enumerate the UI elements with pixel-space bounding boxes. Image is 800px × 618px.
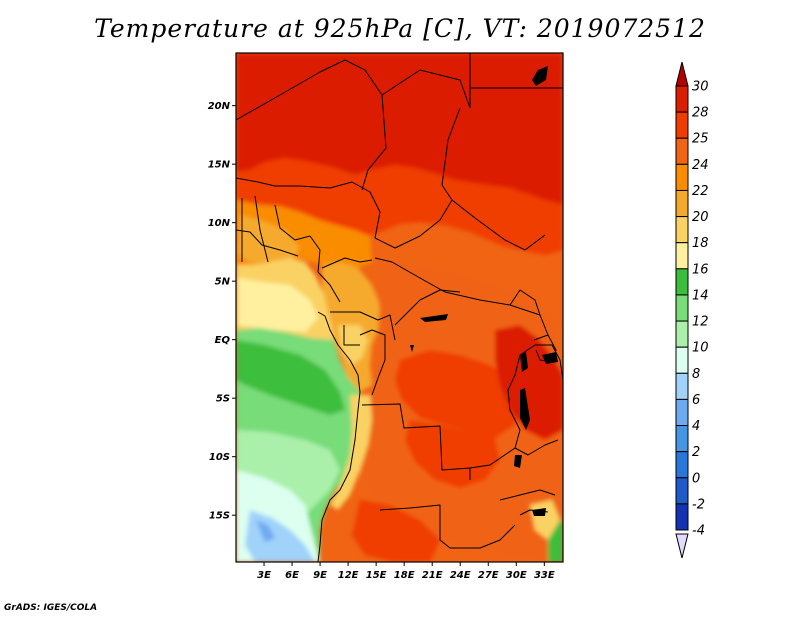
colorbar-swatch xyxy=(675,320,689,348)
chart-title: Temperature at 925hPa [C], VT: 201907251… xyxy=(94,14,706,43)
colorbar-swatch xyxy=(675,85,689,113)
colorbar-label: 10 xyxy=(692,341,709,356)
colorbar-swatch xyxy=(675,451,689,479)
colorbar-swatch xyxy=(675,216,689,244)
lat-tick-label: 5S xyxy=(216,394,230,405)
lon-tick-label: 15E xyxy=(366,570,387,581)
colorbar-label: 12 xyxy=(692,315,709,330)
longitude-axis: 3E 6E 9E 12E 15E 18E 21E 24E 27E 30E 33E xyxy=(257,562,555,581)
map-frame xyxy=(235,52,564,563)
latitude-axis: 20N 15N 10N 5N EQ 5S 10S 15S xyxy=(208,101,236,522)
colorbar-swatch xyxy=(675,242,689,270)
colorbar-label: -2 xyxy=(692,497,705,512)
lon-tick-label: 6E xyxy=(285,570,299,581)
colorbar-top-arrow xyxy=(675,61,689,87)
lon-tick-label: 30E xyxy=(506,570,527,581)
colorbar-label: 6 xyxy=(692,393,700,408)
lat-tick-label: 20N xyxy=(208,101,231,112)
lon-tick-label: 21E xyxy=(422,570,443,581)
lat-tick-label: 10S xyxy=(209,452,230,463)
lat-tick-label: 10N xyxy=(208,218,231,229)
colorbar-label: 8 xyxy=(692,367,700,382)
colorbar-label: 25 xyxy=(692,132,709,147)
colorbar-swatch xyxy=(675,477,689,505)
colorbar-label: 18 xyxy=(692,236,709,251)
colorbar-swatch xyxy=(675,503,689,531)
lat-tick-label: 5N xyxy=(215,277,231,288)
lon-tick-label: 12E xyxy=(338,570,359,581)
colorbar-label: 2 xyxy=(692,445,700,460)
colorbar-label: 4 xyxy=(692,419,700,434)
colorbar-label: 24 xyxy=(692,158,709,173)
colorbar-swatch xyxy=(675,268,689,296)
lon-tick-label: 24E xyxy=(450,570,471,581)
colorbar-label: 16 xyxy=(692,262,709,277)
colorbar-label: 22 xyxy=(692,184,709,199)
lat-tick-label: 15S xyxy=(209,511,230,522)
lon-tick-label: 9E xyxy=(313,570,327,581)
colorbar-swatch xyxy=(675,372,689,400)
colorbar-swatch xyxy=(675,137,689,165)
colorbar-label: 30 xyxy=(692,80,709,95)
lon-tick-label: 33E xyxy=(534,570,555,581)
lon-tick-label: 3E xyxy=(257,570,271,581)
lat-tick-label: 15N xyxy=(208,160,231,171)
colorbar-label: 0 xyxy=(692,471,700,486)
colorbar-swatch xyxy=(675,425,689,453)
grads-credit: GrADS: IGES/COLA xyxy=(4,603,98,613)
colorbar-swatch xyxy=(675,111,689,139)
colorbar-swatch xyxy=(675,346,689,374)
colorbar-label: 28 xyxy=(692,106,709,121)
colorbar-label: -4 xyxy=(692,524,705,539)
lat-tick-label: EQ xyxy=(215,335,231,346)
colorbar-label: 20 xyxy=(692,210,709,225)
colorbar-swatch xyxy=(675,294,689,322)
lon-tick-label: 18E xyxy=(394,570,415,581)
colorbar-swatch xyxy=(675,189,689,218)
colorbar-label: 14 xyxy=(692,288,709,303)
colorbar-bottom-arrow xyxy=(675,533,689,559)
lon-tick-label: 27E xyxy=(478,570,499,581)
temperature-field xyxy=(236,53,563,562)
colorbar-swatch xyxy=(675,398,689,427)
colorbar-swatch xyxy=(675,163,689,191)
